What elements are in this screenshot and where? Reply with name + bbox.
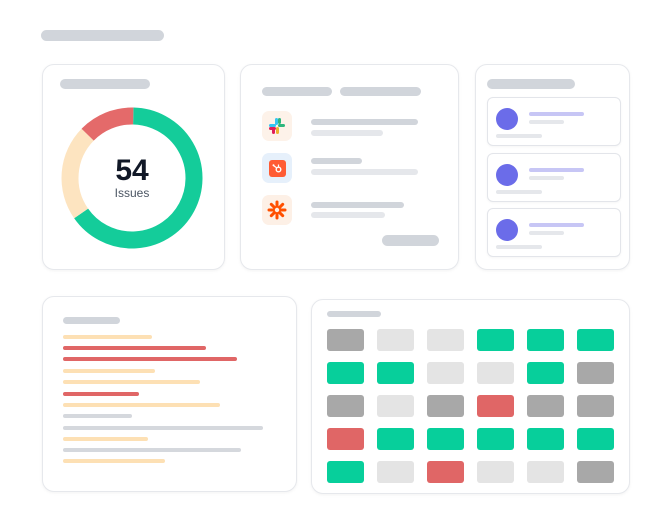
issues-label: Issues xyxy=(114,186,150,200)
integrations-title-placeholder-1 xyxy=(262,87,332,96)
heatmap-grid xyxy=(312,300,629,493)
heatmap-cell[interactable] xyxy=(327,362,364,384)
heatmap-cell[interactable] xyxy=(427,395,464,417)
heatmap-card xyxy=(311,299,630,494)
log-line xyxy=(63,448,241,452)
avatar xyxy=(496,219,518,241)
heatmap-cell[interactable] xyxy=(427,428,464,450)
heatmap-cell[interactable] xyxy=(377,461,414,483)
avatar xyxy=(496,108,518,130)
heatmap-cell[interactable] xyxy=(577,329,614,351)
heatmap-cell[interactable] xyxy=(427,362,464,384)
slack-app-tile[interactable] xyxy=(262,111,292,141)
heatmap-cell[interactable] xyxy=(577,428,614,450)
donut-segment-resolved xyxy=(74,107,203,249)
users-title-placeholder xyxy=(487,79,575,89)
log-line xyxy=(63,380,200,384)
zapier-app-tile[interactable] xyxy=(262,195,292,225)
heatmap-cell[interactable] xyxy=(527,362,564,384)
log-card xyxy=(42,296,297,492)
heatmap-cell[interactable] xyxy=(477,329,514,351)
avatar xyxy=(496,164,518,186)
heatmap-cell[interactable] xyxy=(427,329,464,351)
log-title-placeholder xyxy=(63,317,120,324)
integrations-action-button[interactable] xyxy=(382,235,439,246)
log-line xyxy=(63,437,148,441)
zapier-line-1 xyxy=(311,202,404,208)
issues-count: 54 xyxy=(115,154,149,187)
log-line xyxy=(63,392,139,396)
issues-card[interactable]: 54 Issues xyxy=(42,64,225,270)
heatmap-title-placeholder xyxy=(327,311,381,317)
heatmap-cell[interactable] xyxy=(377,395,414,417)
slack-line-2 xyxy=(311,130,383,136)
heatmap-cell[interactable] xyxy=(327,329,364,351)
donut-center: 54 Issues xyxy=(59,105,205,251)
user-meta-placeholder xyxy=(496,134,542,138)
user-meta-placeholder xyxy=(496,190,542,194)
user-item[interactable] xyxy=(487,97,621,146)
heatmap-cell[interactable] xyxy=(527,395,564,417)
user-sub-placeholder xyxy=(529,120,564,124)
user-item[interactable] xyxy=(487,208,621,257)
integrations-title-placeholder-2 xyxy=(340,87,421,96)
log-line xyxy=(63,426,263,430)
heatmap-cell[interactable] xyxy=(327,461,364,483)
heatmap-cell[interactable] xyxy=(527,428,564,450)
hubspot-line-1 xyxy=(311,158,362,164)
user-name-placeholder xyxy=(529,112,584,116)
user-name-placeholder xyxy=(529,168,584,172)
heatmap-cell[interactable] xyxy=(427,461,464,483)
page-title-placeholder xyxy=(41,30,164,41)
heatmap-cell[interactable] xyxy=(577,362,614,384)
donut-chart xyxy=(61,107,203,249)
slack-line-1 xyxy=(311,119,418,125)
heatmap-cell[interactable] xyxy=(327,395,364,417)
heatmap-cell[interactable] xyxy=(477,362,514,384)
hubspot-app-tile[interactable] xyxy=(262,153,292,183)
heatmap-cell[interactable] xyxy=(377,362,414,384)
heatmap-cell[interactable] xyxy=(377,329,414,351)
slack-icon xyxy=(269,118,285,134)
donut-segment-critical xyxy=(81,107,134,141)
log-line xyxy=(63,369,155,373)
log-line xyxy=(63,335,152,339)
log-line xyxy=(63,403,220,407)
heatmap-cell[interactable] xyxy=(477,461,514,483)
heatmap-cell[interactable] xyxy=(327,428,364,450)
issues-card-title-placeholder xyxy=(60,79,150,89)
user-sub-placeholder xyxy=(529,176,564,180)
issues-donut[interactable]: 54 Issues xyxy=(59,105,205,251)
heatmap-cell[interactable] xyxy=(477,428,514,450)
zapier-icon xyxy=(267,200,287,220)
integrations-card xyxy=(240,64,459,270)
zapier-line-2 xyxy=(311,212,385,218)
heatmap-cell[interactable] xyxy=(377,428,414,450)
heatmap-cell[interactable] xyxy=(527,461,564,483)
user-sub-placeholder xyxy=(529,231,564,235)
log-line xyxy=(63,459,165,463)
heatmap-cell[interactable] xyxy=(577,395,614,417)
heatmap-cell[interactable] xyxy=(477,395,514,417)
log-line xyxy=(63,357,237,361)
user-item[interactable] xyxy=(487,153,621,202)
log-line xyxy=(63,346,206,350)
user-meta-placeholder xyxy=(496,245,542,249)
user-name-placeholder xyxy=(529,223,584,227)
log-line xyxy=(63,414,132,418)
users-card xyxy=(475,64,630,270)
heatmap-cell[interactable] xyxy=(527,329,564,351)
hubspot-line-2 xyxy=(311,169,418,175)
donut-segment-pending xyxy=(61,128,94,219)
hubspot-icon xyxy=(268,159,286,177)
heatmap-cell[interactable] xyxy=(577,461,614,483)
